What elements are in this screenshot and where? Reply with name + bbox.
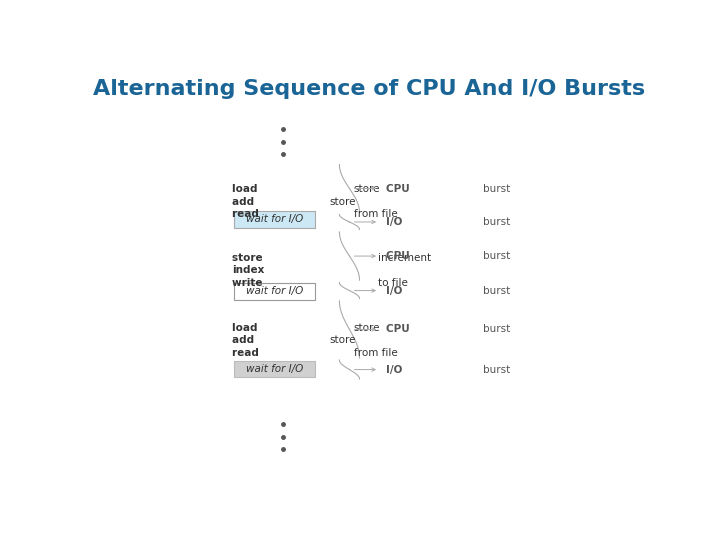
Text: read: read	[233, 209, 263, 219]
Text: store: store	[354, 322, 380, 333]
Text: store: store	[329, 197, 356, 207]
Text: write: write	[233, 278, 266, 288]
Text: I/O: I/O	[386, 364, 406, 375]
Text: from file: from file	[354, 348, 397, 357]
FancyBboxPatch shape	[234, 361, 315, 377]
Text: from file: from file	[354, 209, 397, 219]
Text: CPU: CPU	[386, 184, 413, 193]
Text: burst: burst	[483, 325, 510, 334]
Text: read: read	[233, 348, 263, 357]
Text: burst: burst	[483, 364, 510, 375]
Text: burst: burst	[483, 286, 510, 295]
Text: increment: increment	[378, 253, 431, 263]
FancyBboxPatch shape	[234, 211, 315, 228]
Text: Alternating Sequence of CPU And I/O Bursts: Alternating Sequence of CPU And I/O Burs…	[93, 79, 645, 99]
Text: I/O: I/O	[386, 217, 406, 227]
Text: burst: burst	[483, 251, 510, 261]
Text: add: add	[233, 197, 258, 207]
Text: I/O: I/O	[386, 286, 406, 295]
Text: store: store	[354, 184, 380, 194]
Text: store: store	[233, 253, 266, 263]
Text: CPU: CPU	[386, 251, 413, 261]
Text: wait for I/O: wait for I/O	[246, 364, 303, 374]
Text: burst: burst	[483, 184, 510, 193]
Text: index: index	[233, 265, 265, 275]
Text: add: add	[233, 335, 258, 345]
Text: load: load	[233, 184, 261, 194]
FancyBboxPatch shape	[234, 283, 315, 300]
Text: to file: to file	[378, 278, 408, 288]
Text: wait for I/O: wait for I/O	[246, 214, 303, 225]
Text: load: load	[233, 322, 261, 333]
Text: burst: burst	[483, 217, 510, 227]
Text: store: store	[329, 335, 356, 345]
Text: wait for I/O: wait for I/O	[246, 286, 303, 296]
Text: CPU: CPU	[386, 325, 413, 334]
